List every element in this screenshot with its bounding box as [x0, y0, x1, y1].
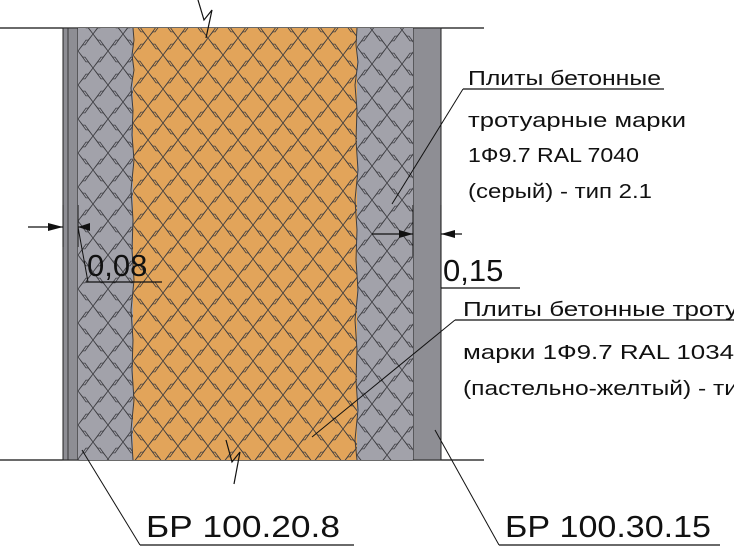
curb-right [412, 27, 442, 461]
yellow-paving-callout: Плиты бетонные троту марки 1Ф9.7 RAL 103… [311, 299, 734, 438]
gray-paving-line-2: тротуарные марки [468, 110, 686, 132]
gray-paving-line-1: Плиты бетонные [468, 68, 661, 90]
break-mark-top [197, 0, 213, 39]
paver-joint-lines [133, 28, 357, 460]
curb-right-callout: БР 100.30.15 [434, 429, 720, 546]
yellow-paving-line-1: Плиты бетонные троту [463, 299, 734, 321]
curb-left-label: БР 100.20.8 [146, 509, 340, 544]
yellow-paving-line-3: (пастельно-желтый) - ти [463, 378, 734, 400]
gray-paving-callout: Плиты бетонные тротуарные марки 1Ф9.7 RA… [391, 68, 686, 205]
paver-joint-lines [357, 28, 413, 460]
yellow-edge-right [354, 27, 359, 461]
dimension-left-label: 0,08 [87, 248, 147, 283]
gray-paving-left-joints [78, 28, 133, 460]
paver-joint-lines [78, 28, 133, 460]
gray-paving-right-joints [357, 28, 413, 460]
yellow-paving-strip [133, 28, 357, 460]
gray-paving-line-3: 1Ф9.7 RAL 7040 [468, 145, 639, 167]
yellow-edge-left [130, 27, 135, 461]
curb-left-callout: БР 100.20.8 [81, 449, 354, 546]
break-mark-bottom [225, 439, 241, 485]
dimension-left: 0,08 [28, 205, 162, 283]
yellow-paving-line-2: марки 1Ф9.7 RAL 1034 [463, 342, 734, 364]
dimension-right-label: 0,15 [443, 253, 503, 288]
gray-paving-line-4: (серый) - тип 2.1 [468, 181, 652, 203]
dimension-right: 0,15 [372, 205, 520, 289]
curb-left [62, 27, 79, 461]
curb-right-label: БР 100.30.15 [505, 509, 711, 544]
yellow-paving-joints [133, 28, 357, 460]
